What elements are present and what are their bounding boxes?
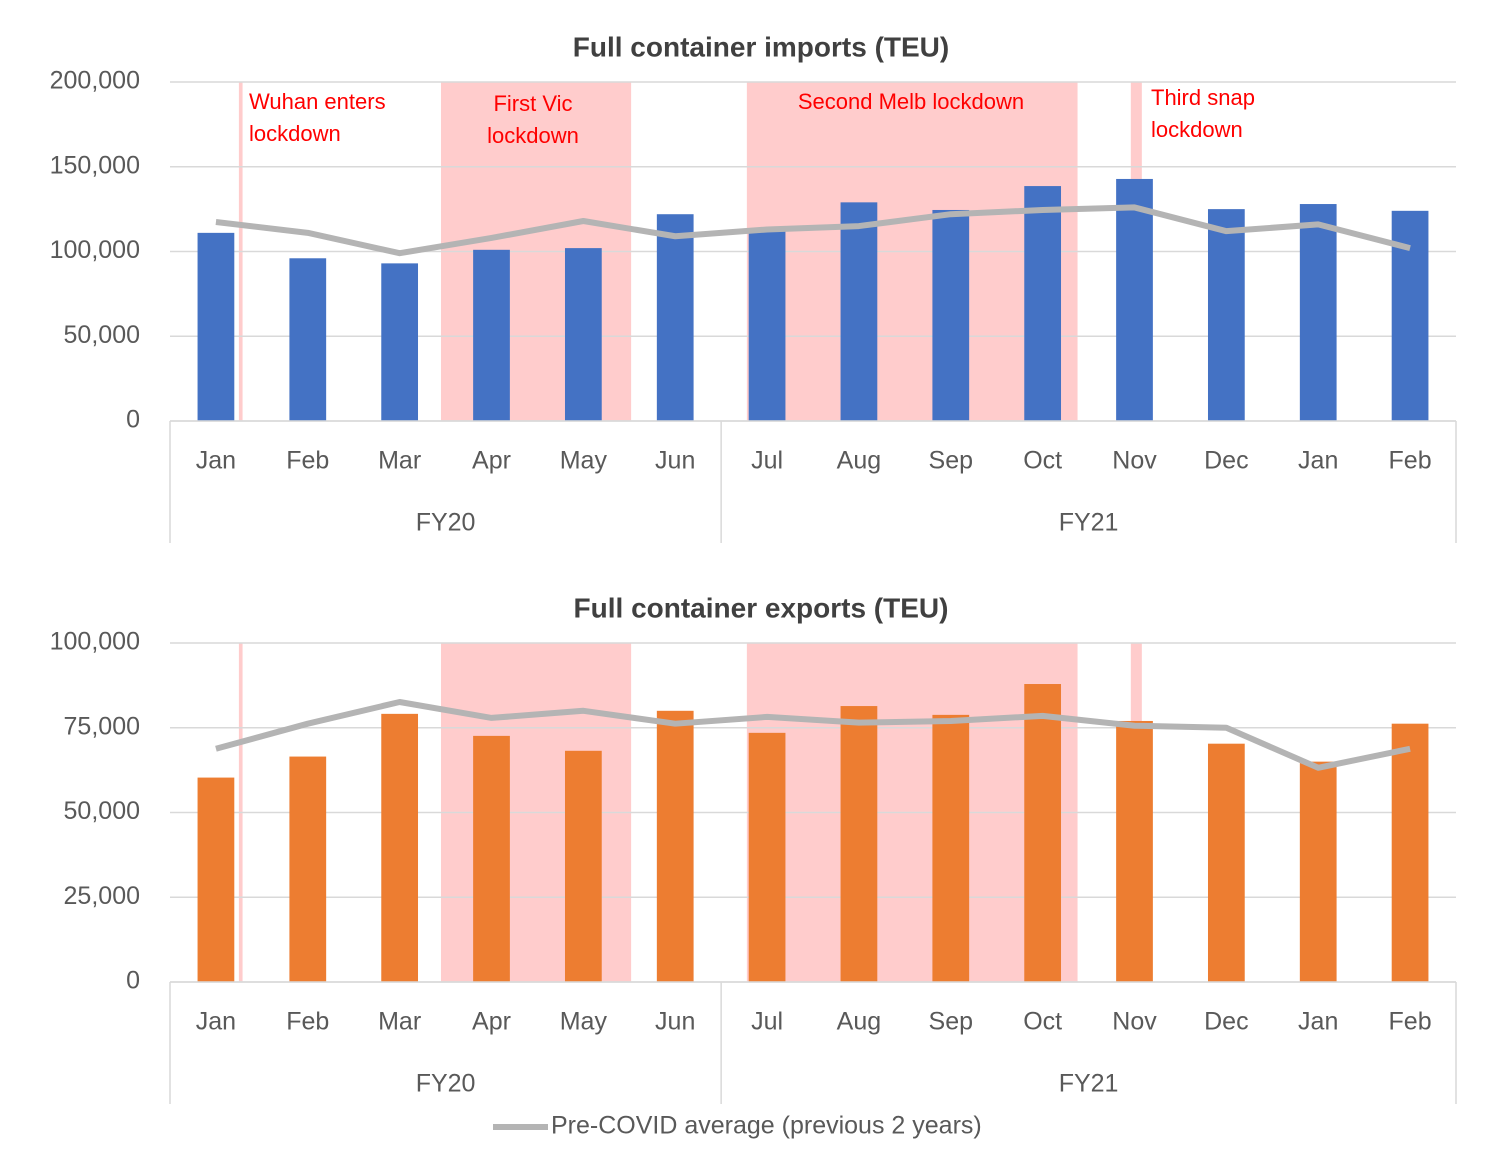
bar xyxy=(1024,186,1062,421)
x-tick-label: Sep xyxy=(929,447,973,475)
group-label: FY21 xyxy=(1059,509,1119,537)
annotation: Wuhan enters xyxy=(249,89,386,114)
x-tick-label: Jan xyxy=(1298,447,1338,475)
x-tick-label: Jan xyxy=(1298,1008,1338,1036)
x-tick-label: Sep xyxy=(929,1008,973,1036)
bar xyxy=(564,750,602,982)
bar xyxy=(748,732,786,982)
y-tick-label: 150,000 xyxy=(50,151,140,179)
bar xyxy=(840,706,878,982)
bar xyxy=(932,209,970,421)
bar xyxy=(1299,204,1337,421)
x-tick-label: Nov xyxy=(1112,1008,1157,1036)
x-tick-label: Mar xyxy=(378,1008,421,1036)
y-tick-label: 0 xyxy=(126,967,140,995)
line-series xyxy=(215,698,1411,771)
bar xyxy=(381,263,419,421)
group-label: FY20 xyxy=(416,509,476,537)
bar xyxy=(656,214,694,421)
x-tick-label: Aug xyxy=(837,447,881,475)
line-series xyxy=(215,204,1411,257)
bar xyxy=(1116,178,1153,421)
bar xyxy=(473,249,510,421)
y-tick-label: 0 xyxy=(126,406,140,434)
x-tick-label: Jun xyxy=(655,447,695,475)
x-tick-label: Jun xyxy=(655,1008,695,1036)
x-tick-label: Oct xyxy=(1023,1008,1062,1036)
x-tick-label: Apr xyxy=(472,1008,511,1036)
x-tick-label: Jan xyxy=(196,1008,236,1036)
x-tick-label: Aug xyxy=(837,1008,881,1036)
x-tick-label: Feb xyxy=(1389,1008,1432,1036)
chart-title: Full container exports (TEU) xyxy=(574,592,949,623)
y-tick-label: 100,000 xyxy=(50,628,140,656)
bar xyxy=(1116,720,1153,982)
bar xyxy=(656,710,694,982)
y-tick-label: 25,000 xyxy=(64,882,140,910)
y-tick-label: 75,000 xyxy=(64,712,140,740)
legend-label: Pre-COVID average (previous 2 years) xyxy=(551,1112,982,1140)
x-tick-label: Feb xyxy=(1389,447,1432,475)
bar xyxy=(473,735,510,982)
x-tick-label: May xyxy=(560,447,608,475)
bar xyxy=(564,248,602,421)
annotation: lockdown xyxy=(1151,117,1243,142)
y-tick-label: 50,000 xyxy=(64,797,140,825)
bar xyxy=(748,229,786,421)
bar xyxy=(197,777,235,982)
annotation: First Vic xyxy=(493,91,572,116)
x-tick-label: Oct xyxy=(1023,447,1062,475)
annotation: lockdown xyxy=(249,121,341,146)
bar xyxy=(1024,684,1062,982)
annotation: Third snap xyxy=(1151,85,1255,110)
x-tick-label: Mar xyxy=(378,447,421,475)
x-tick-label: Feb xyxy=(286,447,329,475)
group-label: FY21 xyxy=(1059,1070,1119,1098)
bar xyxy=(197,232,235,421)
bar xyxy=(381,713,419,982)
bar xyxy=(1207,209,1245,421)
x-tick-label: Dec xyxy=(1204,447,1248,475)
y-tick-label: 50,000 xyxy=(64,321,140,349)
group-label: FY20 xyxy=(416,1070,476,1098)
bar xyxy=(1207,743,1245,982)
bar xyxy=(289,258,327,421)
x-tick-label: Jan xyxy=(196,447,236,475)
y-tick-label: 200,000 xyxy=(50,67,140,95)
chart-title: Full container imports (TEU) xyxy=(573,31,949,62)
bar xyxy=(289,756,327,982)
x-tick-label: May xyxy=(560,1008,608,1036)
annotation: lockdown xyxy=(487,123,579,148)
x-tick-label: Feb xyxy=(286,1008,329,1036)
bar xyxy=(1299,761,1337,982)
x-tick-label: Jul xyxy=(751,447,783,475)
y-tick-label: 100,000 xyxy=(50,236,140,264)
x-tick-label: Dec xyxy=(1204,1008,1248,1036)
x-tick-label: Nov xyxy=(1112,447,1157,475)
annotation: Second Melb lockdown xyxy=(798,89,1024,114)
bar xyxy=(932,714,970,982)
bar xyxy=(1391,723,1429,982)
x-tick-label: Jul xyxy=(751,1008,783,1036)
bar xyxy=(840,202,878,421)
x-tick-label: Apr xyxy=(472,447,511,475)
